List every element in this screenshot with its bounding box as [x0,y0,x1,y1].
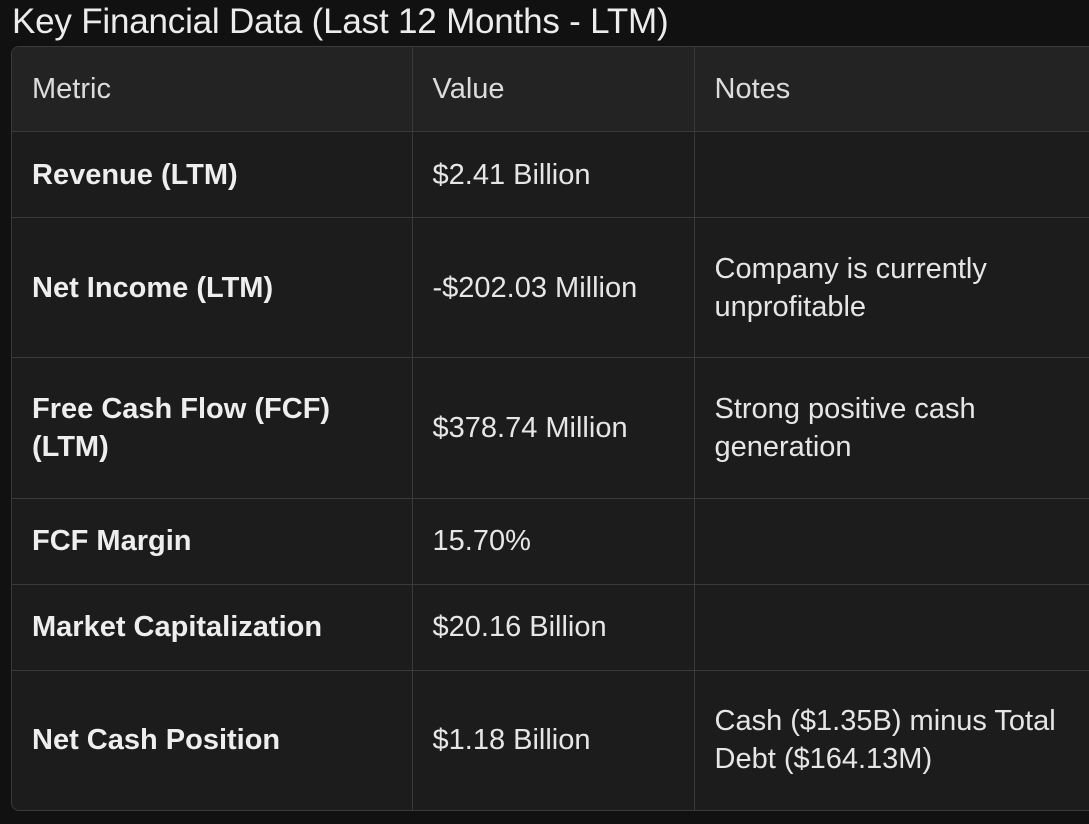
table: Metric Value Notes Revenue (LTM) $2.41 B… [12,47,1089,810]
table-row: Market Capitalization $20.16 Billion [12,584,1089,671]
metric-cell: Market Capitalization [12,584,413,671]
table-row: Net Cash Position $1.18 Billion Cash ($1… [12,670,1089,810]
column-header-value: Value [412,47,695,132]
table-row: FCF Margin 15.70% [12,498,1089,585]
metric-cell: Net Cash Position [12,670,413,810]
column-header-metric: Metric [12,47,413,132]
metric-cell: Revenue (LTM) [12,131,413,219]
metric-cell: FCF Margin [12,498,413,585]
value-cell: $378.74 Million [412,357,695,499]
table-row: Net Income (LTM) -$202.03 Million Compan… [12,217,1089,359]
table-row: Revenue (LTM) $2.41 Billion [12,131,1089,219]
table-body: Revenue (LTM) $2.41 Billion Net Income (… [12,131,1089,810]
value-cell: $2.41 Billion [412,131,695,219]
metric-cell: Free Cash Flow (FCF) (LTM) [12,357,413,499]
header-row: Metric Value Notes [12,47,1089,132]
value-cell: -$202.03 Million [412,217,695,359]
value-cell: 15.70% [412,498,695,585]
value-cell: $1.18 Billion [412,670,695,810]
value-cell: $20.16 Billion [412,584,695,671]
notes-cell [694,584,1089,671]
notes-cell: Cash ($1.35B) minus Total Debt ($164.13M… [714,705,1056,776]
page-title: Key Financial Data (Last 12 Months - LTM… [12,2,669,41]
notes-cell: Strong positive cash generation [694,357,1089,499]
notes-cell [694,498,1089,585]
table-header: Metric Value Notes [12,47,1089,132]
notes-cell [694,131,1089,219]
column-header-notes: Notes [694,47,1089,132]
financial-data-table: Metric Value Notes Revenue (LTM) $2.41 B… [11,46,1089,811]
notes-cell: Company is currently unprofitable [694,217,1089,359]
metric-cell: Net Income (LTM) [12,217,413,359]
table-row: Free Cash Flow (FCF) (LTM) $378.74 Milli… [12,357,1089,499]
